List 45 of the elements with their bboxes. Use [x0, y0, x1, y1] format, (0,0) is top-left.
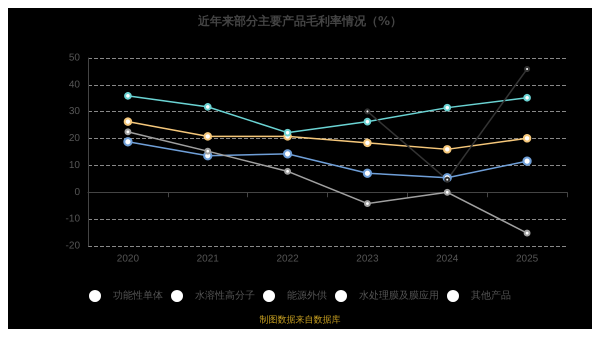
- y-tick-label: -20: [66, 240, 80, 252]
- point: [522, 134, 532, 142]
- point: [124, 92, 132, 100]
- x-tick-label: 2023: [356, 254, 379, 264]
- point: [363, 138, 372, 148]
- point: [444, 176, 450, 183]
- x-tick-label: 2024: [436, 254, 459, 264]
- chart-title: 近年来部分主要产品毛利率情况（%）: [196, 14, 402, 28]
- y-tick-label: 10: [68, 160, 80, 171]
- y-tick-label: 40: [68, 79, 80, 90]
- x-tick-label: 2022: [276, 254, 300, 264]
- point: [284, 128, 292, 136]
- y-tick-label: 50: [68, 52, 80, 64]
- legend-label: 水处理膜及膜应用: [359, 290, 439, 302]
- y-tick-label: 20: [68, 133, 80, 144]
- text: 制图数据来自数据库: [260, 314, 340, 326]
- point: [524, 230, 530, 237]
- legend-label: 功能性单体: [113, 290, 163, 302]
- point: [123, 137, 133, 146]
- point: [443, 145, 452, 154]
- point: [204, 132, 212, 141]
- x-tick-label: 2025: [516, 254, 539, 264]
- point: [444, 188, 451, 196]
- point: [284, 168, 291, 175]
- legend-label: 其他产品: [471, 290, 511, 302]
- x-tick-label: 2020: [116, 254, 140, 264]
- x-tick-label: 2021: [196, 254, 220, 264]
- point: [522, 156, 532, 166]
- point: [282, 149, 292, 158]
- point: [524, 66, 530, 72]
- legend-label: 能源外供: [287, 290, 327, 302]
- point: [204, 148, 212, 155]
- point: [523, 94, 531, 102]
- point: [364, 118, 372, 126]
- point: [443, 104, 452, 112]
- y-tick-label: -10: [66, 214, 80, 225]
- point: [124, 128, 132, 136]
- legend-label: 水溶性高分子: [195, 290, 255, 302]
- point: [364, 200, 371, 207]
- y-tick-label: 30: [68, 106, 80, 118]
- y-tick-label: 0: [74, 186, 80, 198]
- point: [204, 103, 212, 111]
- point: [362, 168, 372, 178]
- point: [124, 117, 132, 126]
- point: [364, 108, 370, 114]
